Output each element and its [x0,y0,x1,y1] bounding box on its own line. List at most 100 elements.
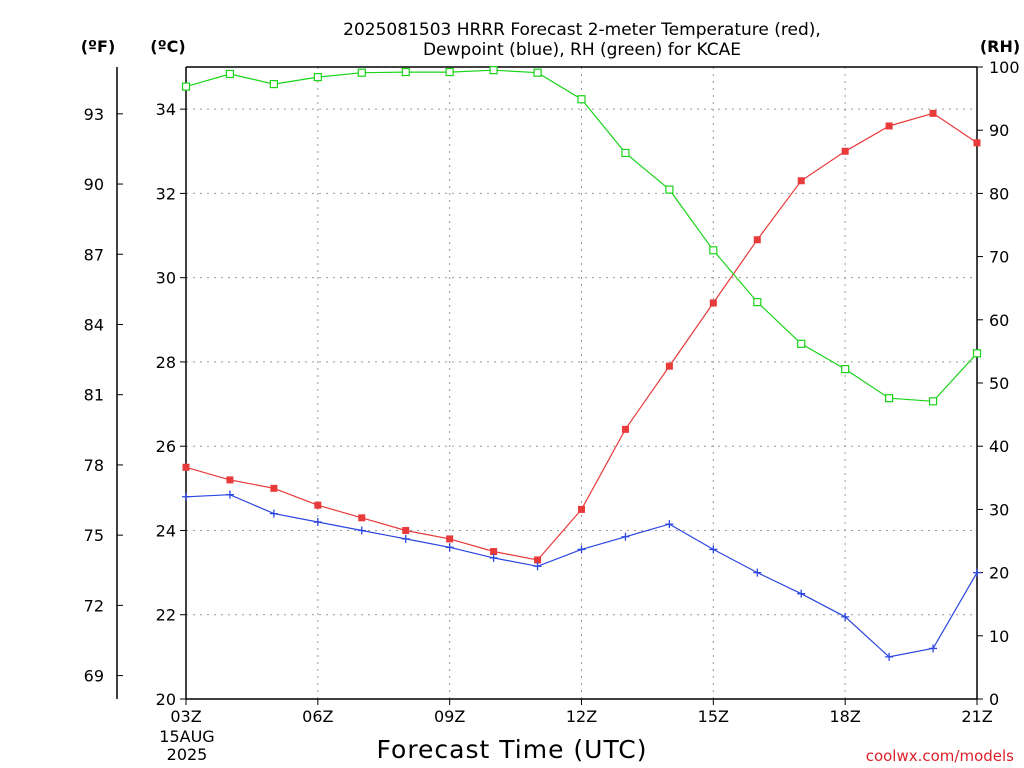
dewpoint-point [357,526,366,535]
x-tick-label: 06Z [302,707,333,726]
celsius-tick-label: 20 [156,690,176,709]
rh-point [797,339,806,348]
rh-point [445,67,454,77]
source-credit: coolwx.com/models [866,747,1014,765]
fahrenheit-tick-label: 87 [84,245,104,264]
rh-point [972,349,982,358]
fahrenheit-tick-label: 78 [84,456,104,475]
fahrenheit-tick-label: 84 [84,315,104,334]
rh-unit-label: (RH) [980,37,1020,56]
rh-point [401,67,410,77]
rh-tick-label: 100 [989,58,1020,77]
data-series [181,66,982,661]
temperature-point [973,139,981,147]
dewpoint-point [577,545,586,554]
celsius-tick-label: 30 [156,269,176,288]
rh-point [489,66,498,75]
dewpoint-point [885,652,894,661]
rh-point [928,397,938,406]
rh-tick-label: 60 [989,311,1009,330]
temperature-point [665,362,673,370]
x-tick-label: 21Z [961,707,992,726]
temperature-point [270,484,278,492]
rh-point [665,185,674,194]
x-tick-label: 12Z [566,707,597,726]
rh-point [885,394,894,403]
temperature-point [182,463,190,471]
x-tick-label: 18Z [830,707,861,726]
dewpoint-point [797,589,806,598]
dewpoint-point [182,492,190,501]
temperature-point [753,236,761,244]
x-tick-label: 03Z [170,707,201,726]
celsius-tick-label: 24 [156,521,176,540]
rh-tick-label: 10 [989,627,1009,646]
chart-title: 2025081503 HRRR Forecast 2-meter Tempera… [343,20,821,60]
rh-point [753,298,762,307]
rh-tick-label: 0 [989,690,999,709]
grid [186,67,977,699]
x-tick-label: 09Z [434,707,465,726]
fahrenheit-tick-label: 90 [84,175,104,194]
temperature-point [929,109,937,117]
fahrenheit-tick-label: 93 [84,105,104,124]
celsius-tick-label: 34 [156,100,176,119]
rh-point [357,68,366,77]
fahrenheit-tick-label: 75 [84,526,104,545]
rh-tick-label: 70 [989,248,1009,267]
celsius-unit-label: (ºC) [150,37,185,56]
title-line-2: Dewpoint (blue), RH (green) for KCAE [423,40,741,60]
temperature-point [797,177,805,185]
temperature-point [621,425,629,433]
rh-point [533,68,542,77]
dewpoint-point [533,562,542,571]
dewpoint-point [313,518,322,527]
fahrenheit-tick-label: 72 [84,596,104,615]
fahrenheit-tick-label: 69 [84,667,104,686]
temperature-point [578,505,585,513]
dewpoint-line [185,494,978,658]
fahrenheit-tick-label: 81 [84,386,104,405]
dewpoint-point [401,534,410,543]
rh-point [269,79,278,89]
dewpoint-point [929,644,938,653]
dewpoint-point [445,543,454,552]
temperature-point [534,556,542,564]
temperature-point [358,514,366,522]
rh-tick-label: 20 [989,564,1009,583]
rh-point [225,69,235,79]
dewpoint-point [225,490,234,499]
celsius-tick-label: 32 [156,184,176,203]
rh-tick-label: 50 [989,374,1009,393]
rh-point [621,148,630,158]
temperature-point [885,122,893,130]
rh-tick-label: 40 [989,437,1009,456]
rh-tick-label: 90 [989,121,1009,140]
temperature-point [226,476,234,484]
fahrenheit-unit-label: (ºF) [81,37,116,56]
title-line-1: 2025081503 HRRR Forecast 2-meter Tempera… [343,20,821,40]
start-date-year: 2025 [167,745,208,764]
dewpoint-point [973,568,981,577]
axes: 03Z 06Z 09Z 12Z 15Z 18Z 21Z 20 22 24 26 28 30 32 34 69 7… [84,58,1020,726]
dewpoint-point [489,553,498,562]
dewpoint-point [665,520,674,529]
temperature-point [490,548,498,556]
temperature-point [402,526,410,534]
dewpoint-point [841,612,850,621]
temperature-point [709,299,717,307]
temperature-point [841,147,849,155]
rh-point [313,73,322,82]
dewpoint-point [621,532,630,541]
rh-point [841,364,850,374]
dewpoint-point [753,568,762,577]
rh-point [709,246,718,255]
rh-point [577,95,586,104]
celsius-tick-label: 26 [156,437,176,456]
x-tick-label: 15Z [698,707,729,726]
x-axis-title: Forecast Time (UTC) [377,735,648,764]
dewpoint-point [709,545,718,554]
temperature-point [314,501,322,509]
start-date-day: 15AUG [159,727,214,746]
